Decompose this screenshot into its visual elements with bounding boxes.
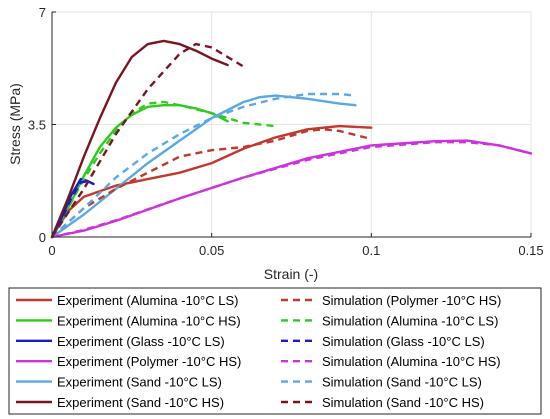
legend-label-8: Simulation (Glass -10°C LS) (322, 334, 485, 349)
legend-box (8, 287, 542, 415)
legend-label-5: Experiment (Sand -10°C HS) (57, 395, 224, 410)
legend-label-9: Simulation (Alumina -10°C HS) (322, 354, 501, 369)
axes (51, 11, 532, 238)
x-tick-label-0: 0 (48, 243, 55, 258)
series-line-6 (51, 128, 372, 238)
legend-label-1: Experiment (Alumina -10°C HS) (57, 313, 241, 328)
x-tick-label-1: 0.05 (199, 243, 224, 258)
x-axis-label: Strain (-) (264, 266, 318, 282)
series-line-11 (50, 42, 245, 238)
legend-label-11: Simulation (Sand -10°C HS) (322, 395, 484, 410)
legend-label-10: Simulation (Sand -10°C LS) (322, 375, 482, 390)
legend-label-3: Experiment (Polymer -10°C HS) (57, 354, 241, 369)
x-tick-label-2: 0.1 (362, 243, 380, 258)
legend-label-0: Experiment (Alumina -10°C LS) (57, 293, 239, 308)
legend-label-4: Experiment (Sand -10°C LS) (57, 375, 222, 390)
series-layer (50, 39, 533, 239)
x-tick-label-3: 0.15 (518, 243, 543, 258)
series-line-7 (50, 100, 276, 238)
tick-labels: 0 0.05 0.1 0.15 0 3.5 7 (28, 5, 544, 258)
y-tick-label-2: 7 (39, 5, 46, 20)
legend-label-6: Simulation (Polymer -10°C HS) (322, 293, 501, 308)
legend-items: Experiment (Alumina -10°C LS) Experiment … (16, 293, 501, 410)
y-tick-label-1: 3.5 (28, 118, 46, 133)
y-axis-label: Stress (MPa) (7, 83, 23, 165)
series-line-0 (50, 124, 373, 239)
legend-label-7: Simulation (Alumina -10°C LS) (322, 313, 498, 328)
legend: Experiment (Alumina -10°C LS) Experiment … (8, 287, 542, 415)
legend-label-2: Experiment (Glass -10°C LS) (57, 334, 225, 349)
series-line-9 (51, 140, 532, 239)
series-line-10 (51, 92, 356, 238)
series-line-5 (50, 39, 229, 239)
y-tick-label-0: 0 (39, 230, 46, 245)
